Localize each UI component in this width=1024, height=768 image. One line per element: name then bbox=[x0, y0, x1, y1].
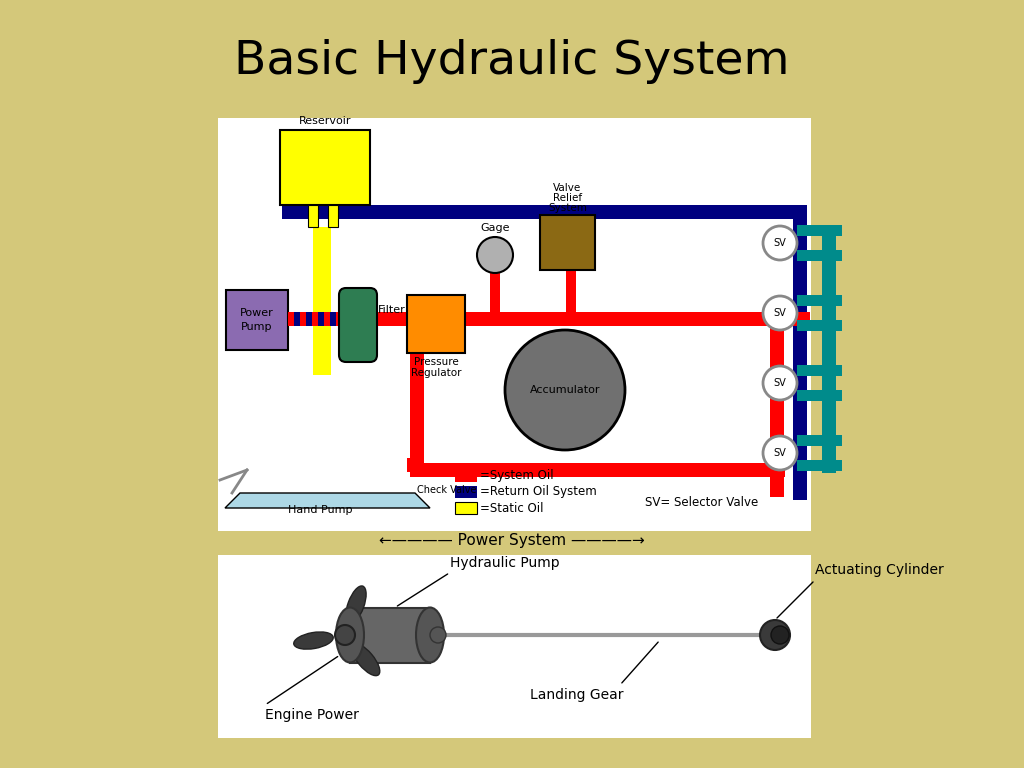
Text: Relief: Relief bbox=[553, 193, 582, 203]
Bar bbox=[490, 273, 500, 326]
Bar bbox=[288, 312, 294, 326]
Bar bbox=[226, 290, 288, 350]
Text: Filter: Filter bbox=[378, 305, 406, 315]
Bar bbox=[282, 205, 807, 219]
Text: SV: SV bbox=[773, 378, 786, 388]
Bar bbox=[455, 486, 477, 498]
Ellipse shape bbox=[760, 620, 790, 650]
Bar bbox=[770, 236, 780, 250]
Bar bbox=[330, 312, 336, 326]
Text: Pump: Pump bbox=[242, 322, 272, 332]
Text: Basic Hydraulic System: Basic Hydraulic System bbox=[234, 39, 790, 84]
Bar bbox=[797, 365, 842, 376]
Ellipse shape bbox=[351, 644, 380, 676]
Text: System: System bbox=[548, 203, 587, 213]
Bar bbox=[328, 205, 338, 227]
Text: Hand Pump: Hand Pump bbox=[288, 505, 352, 515]
Bar bbox=[313, 227, 331, 375]
Bar bbox=[218, 118, 811, 531]
Text: =Static Oil: =Static Oil bbox=[480, 502, 544, 515]
Circle shape bbox=[763, 436, 797, 470]
Bar bbox=[465, 312, 810, 326]
Text: Actuating Cylinder: Actuating Cylinder bbox=[815, 563, 944, 577]
Text: Landing Gear: Landing Gear bbox=[530, 688, 624, 702]
Text: SV: SV bbox=[773, 308, 786, 318]
Circle shape bbox=[763, 366, 797, 400]
Bar bbox=[780, 306, 793, 320]
Bar bbox=[797, 225, 842, 236]
Bar bbox=[797, 435, 842, 446]
Bar bbox=[294, 312, 300, 326]
Bar bbox=[350, 607, 430, 663]
Bar bbox=[410, 463, 785, 477]
Bar bbox=[308, 205, 318, 227]
Text: Pressure: Pressure bbox=[414, 357, 459, 367]
Text: Engine Power: Engine Power bbox=[265, 708, 358, 722]
Bar bbox=[348, 312, 354, 326]
Bar bbox=[280, 130, 370, 205]
Text: Gage: Gage bbox=[480, 223, 510, 233]
Circle shape bbox=[763, 296, 797, 330]
Bar bbox=[410, 312, 424, 477]
Bar bbox=[822, 225, 836, 473]
Bar bbox=[770, 446, 780, 460]
Circle shape bbox=[505, 330, 625, 450]
Text: Hydraulic Pump: Hydraulic Pump bbox=[450, 555, 560, 570]
Text: Valve: Valve bbox=[553, 183, 582, 193]
Bar bbox=[407, 295, 465, 353]
Bar bbox=[566, 215, 575, 326]
Bar bbox=[455, 502, 477, 514]
Text: SV= Selector Valve: SV= Selector Valve bbox=[645, 495, 758, 508]
Text: Regulator: Regulator bbox=[411, 368, 461, 378]
Text: Check Valve: Check Valve bbox=[417, 485, 476, 495]
Bar bbox=[797, 460, 842, 471]
Bar bbox=[354, 312, 360, 326]
Bar bbox=[780, 376, 793, 390]
Ellipse shape bbox=[771, 626, 790, 644]
Text: Power: Power bbox=[240, 308, 273, 318]
Bar bbox=[455, 470, 477, 482]
Bar bbox=[407, 458, 417, 472]
Text: ←———— Power System ————→: ←———— Power System ————→ bbox=[379, 532, 645, 548]
Bar bbox=[780, 446, 793, 460]
Text: Reservoir: Reservoir bbox=[299, 116, 351, 126]
Polygon shape bbox=[225, 493, 430, 508]
Circle shape bbox=[430, 627, 446, 643]
Bar bbox=[336, 312, 342, 326]
Bar bbox=[770, 376, 780, 390]
Bar bbox=[797, 390, 842, 401]
Bar bbox=[312, 312, 318, 326]
Text: =System Oil: =System Oil bbox=[480, 469, 554, 482]
Bar bbox=[540, 215, 595, 270]
FancyBboxPatch shape bbox=[339, 288, 377, 362]
Bar bbox=[797, 295, 842, 306]
Text: SV: SV bbox=[773, 238, 786, 248]
Bar bbox=[360, 312, 410, 326]
Bar bbox=[780, 236, 793, 250]
Circle shape bbox=[335, 625, 355, 645]
Ellipse shape bbox=[416, 607, 444, 663]
Bar bbox=[342, 312, 348, 326]
Bar bbox=[218, 555, 811, 738]
Text: =Return Oil System: =Return Oil System bbox=[480, 485, 597, 498]
Text: SV: SV bbox=[773, 448, 786, 458]
Bar bbox=[324, 312, 330, 326]
Bar bbox=[793, 205, 807, 500]
Ellipse shape bbox=[336, 607, 364, 663]
Ellipse shape bbox=[346, 586, 367, 624]
Bar bbox=[306, 312, 312, 326]
Text: Accumulator: Accumulator bbox=[529, 385, 600, 395]
Circle shape bbox=[477, 237, 513, 273]
Bar bbox=[797, 250, 842, 261]
Bar bbox=[797, 320, 842, 331]
Circle shape bbox=[763, 226, 797, 260]
Ellipse shape bbox=[294, 632, 333, 649]
Bar bbox=[770, 312, 784, 497]
Bar bbox=[300, 312, 306, 326]
Bar bbox=[318, 312, 324, 326]
Bar bbox=[770, 306, 780, 320]
